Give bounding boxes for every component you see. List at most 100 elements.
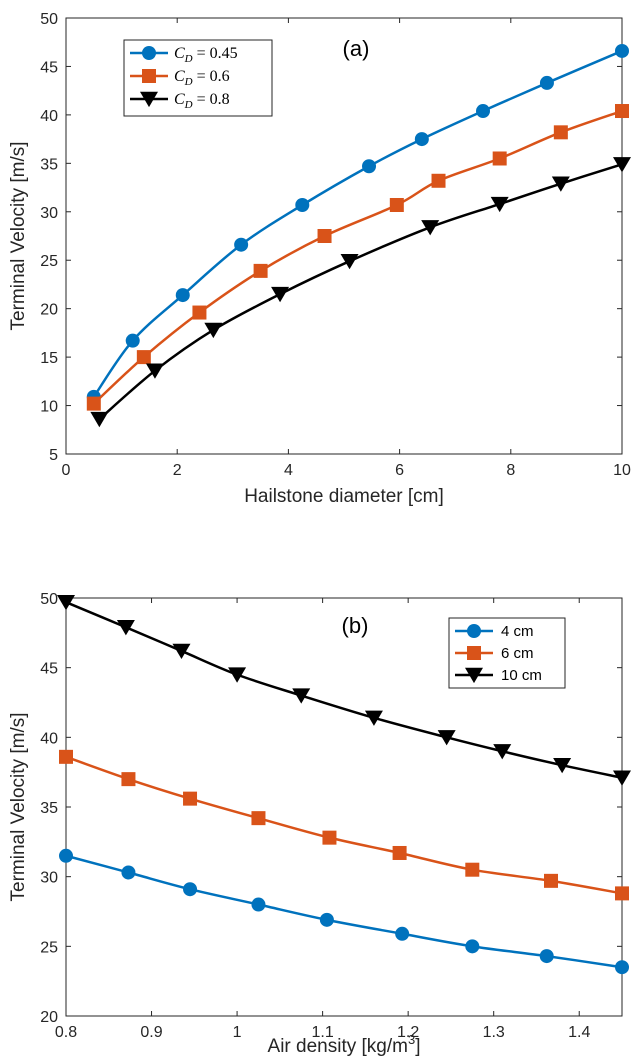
legend-label: 6 cm bbox=[501, 645, 534, 662]
data-point-triangle-down bbox=[613, 157, 631, 173]
data-point-triangle-down bbox=[553, 758, 572, 774]
data-point-square bbox=[615, 886, 629, 901]
y-tick-label: 30 bbox=[40, 205, 58, 222]
data-point-triangle-down bbox=[116, 620, 135, 636]
y-tick-label: 40 bbox=[40, 730, 58, 747]
series-line bbox=[65, 601, 623, 779]
data-point-triangle-down bbox=[551, 176, 570, 192]
data-point-square bbox=[465, 862, 480, 877]
data-point-circle bbox=[234, 237, 249, 252]
x-tick-label: 2 bbox=[173, 462, 182, 479]
data-point-square bbox=[136, 350, 151, 365]
legend-label-var: C bbox=[174, 45, 185, 62]
y-tick-label: 20 bbox=[40, 1009, 58, 1026]
data-point-circle bbox=[465, 939, 480, 954]
data-point-triangle-down bbox=[228, 667, 247, 683]
x-tick-label: 1.3 bbox=[483, 1024, 505, 1041]
data-point-triangle-down bbox=[90, 411, 109, 428]
data-point-square bbox=[615, 104, 629, 119]
data-point-triangle-down bbox=[172, 643, 191, 660]
panel-b-ticks: 0.8 0.9 1 1.1 1.2 1.3 1.4 20 25 30 35 40 45 50 bbox=[40, 591, 622, 1041]
panel-b-xlabel: Air density [kg/m3] bbox=[268, 1032, 421, 1057]
data-point-circle bbox=[183, 882, 198, 897]
x-tick-label: 6 bbox=[395, 462, 404, 479]
panel-b-legend: 4 cm 6 cm 10 cm bbox=[448, 617, 566, 689]
legend-label: CD = 0.45 bbox=[174, 45, 238, 65]
legend-label-var: C bbox=[174, 91, 185, 108]
data-point-circle bbox=[125, 333, 140, 348]
panel-a-ylabel: Terminal Velocity [m/s] bbox=[8, 142, 29, 331]
legend-label-val: = 0.8 bbox=[193, 91, 230, 108]
data-point-triangle-down bbox=[340, 253, 359, 270]
panel-b-series bbox=[57, 594, 631, 975]
y-tick-label: 50 bbox=[40, 591, 58, 608]
data-point-triangle-down bbox=[292, 688, 311, 704]
data-point-triangle-down bbox=[437, 730, 456, 746]
panel-b-tag: (b) bbox=[342, 613, 369, 638]
panel-a-xlabel: Hailstone diameter [cm] bbox=[244, 486, 444, 507]
data-point-triangle-down bbox=[493, 744, 512, 760]
data-point-triangle-down bbox=[421, 220, 440, 236]
data-point-square bbox=[86, 396, 101, 411]
data-point-triangle-down bbox=[57, 594, 75, 611]
data-point-circle bbox=[362, 159, 377, 174]
x-tick-label: 0.8 bbox=[55, 1024, 77, 1041]
legend-marker bbox=[142, 46, 156, 60]
data-point-square bbox=[322, 830, 337, 845]
y-tick-label: 45 bbox=[40, 661, 58, 678]
data-point-square bbox=[431, 173, 446, 188]
data-point-circle bbox=[251, 897, 266, 912]
y-tick-label: 35 bbox=[40, 800, 58, 817]
data-point-circle bbox=[395, 926, 410, 941]
data-point-triangle-down bbox=[204, 322, 223, 339]
series-line bbox=[92, 49, 623, 398]
data-point-circle bbox=[539, 949, 554, 964]
data-point-square bbox=[392, 845, 407, 860]
data-point-square bbox=[59, 749, 73, 764]
data-point-square bbox=[492, 151, 507, 166]
x-tick-label: 1 bbox=[233, 1024, 242, 1041]
data-point-triangle-down bbox=[145, 363, 164, 379]
y-tick-label: 15 bbox=[40, 350, 58, 367]
data-point-circle bbox=[615, 43, 629, 58]
y-tick-label: 45 bbox=[40, 59, 58, 76]
y-tick-label: 40 bbox=[40, 108, 58, 125]
data-point-square bbox=[251, 811, 266, 826]
y-tick-label: 30 bbox=[40, 870, 58, 887]
legend-marker bbox=[140, 91, 158, 108]
data-point-circle bbox=[319, 912, 334, 927]
panel-a-tag: (a) bbox=[343, 36, 370, 61]
x-tick-label: 0 bbox=[62, 462, 71, 479]
data-point-triangle-down bbox=[613, 770, 631, 786]
data-point-square bbox=[183, 791, 198, 806]
x-tick-label: 4 bbox=[284, 462, 293, 479]
legend-marker bbox=[142, 69, 156, 83]
data-point-triangle-down bbox=[271, 286, 290, 303]
x-tick-label: 10 bbox=[613, 462, 631, 479]
data-point-square bbox=[121, 772, 136, 787]
x-tick-label: 8 bbox=[506, 462, 515, 479]
data-point-square bbox=[389, 197, 404, 212]
data-point-circle bbox=[121, 865, 136, 880]
y-tick-label: 10 bbox=[40, 399, 58, 416]
legend-label: 4 cm bbox=[501, 623, 534, 640]
data-point-triangle-down bbox=[364, 710, 383, 726]
panel-b-ylabel: Terminal Velocity [m/s] bbox=[8, 713, 29, 902]
data-point-circle bbox=[615, 960, 629, 975]
data-point-square bbox=[253, 263, 268, 278]
legend-marker bbox=[467, 646, 481, 660]
panel-b-xlabel-main: Air density [kg/m bbox=[268, 1036, 408, 1057]
panel-b-xlabel-post: ] bbox=[415, 1036, 420, 1057]
panel-b-chart: 0.8 0.9 1 1.1 1.2 1.3 1.4 20 25 30 35 40 45 50 4 cm 6 … bbox=[8, 591, 631, 1057]
data-point-circle bbox=[539, 75, 554, 90]
data-point-circle bbox=[476, 104, 490, 119]
data-point-square bbox=[544, 873, 559, 888]
y-tick-label: 5 bbox=[49, 447, 58, 464]
y-tick-label: 50 bbox=[40, 11, 58, 28]
legend-label-sub: D bbox=[184, 99, 193, 111]
y-tick-label: 25 bbox=[40, 939, 58, 956]
x-tick-label: 1.1 bbox=[311, 1024, 333, 1041]
